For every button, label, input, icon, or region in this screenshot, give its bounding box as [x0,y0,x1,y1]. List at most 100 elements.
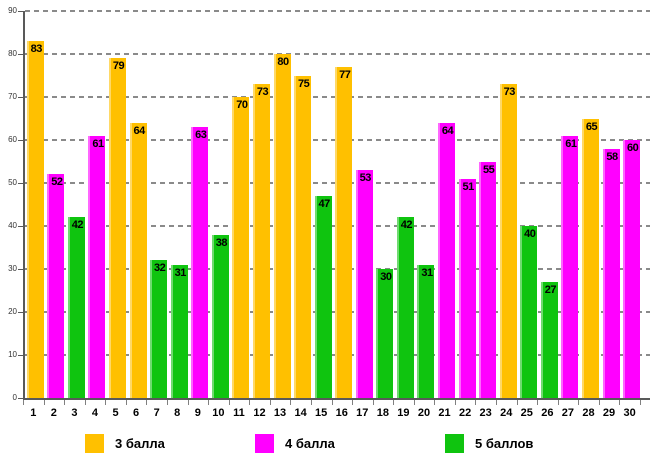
x-axis-label: 25 [520,407,533,419]
legend-item-1: 3 балла [85,433,165,453]
y-tickmark [18,397,25,399]
legend-item-2: 4 балла [255,433,335,453]
x-tickmark [557,400,559,405]
legend-swatch [445,433,464,453]
bar-value-label: 73 [256,86,269,99]
bar-slot-8: 31 [169,11,190,398]
plot-area: 83 52 42 61 79 64 32 31 63 38 70 73 80 75 47 77 53 30 42 31… [18,10,650,400]
x-axis-tickmarks [23,400,641,405]
bar-value-label: 42 [71,219,84,232]
x-axis-label: 3 [71,407,78,419]
bar-16: 77 [335,66,353,398]
legend: 3 балла 4 балла 5 баллов [0,433,650,457]
y-tickmark [18,53,25,55]
bar-slot-2: 52 [46,11,67,398]
y-axis-label: 30 [8,264,17,274]
bar-value-label: 53 [359,172,372,185]
bar-23: 55 [479,161,497,398]
legend-label: 3 балла [115,435,165,451]
bar-17: 53 [355,170,373,398]
x-tickmark [105,400,107,405]
x-tickmark [64,400,66,405]
bar-value-label: 58 [606,150,618,163]
bar-27: 61 [561,135,579,398]
x-tickmark [208,400,210,405]
x-axis-label: 23 [479,407,492,419]
bar-value-label: 83 [30,43,43,56]
bar-slot-18: 30 [375,11,396,398]
bar-10: 38 [211,234,229,398]
x-axis-label: 21 [438,407,451,419]
bar-slot-22: 51 [457,11,478,398]
x-tickmark [537,400,539,405]
legend-swatch [85,433,104,453]
y-axis-label: 50 [8,178,17,187]
bar-value-label: 51 [462,180,474,193]
y-tickmark [18,311,25,313]
y-axis-label: 90 [8,6,17,15]
y-tickmark [18,225,25,227]
bar-slot-25: 40 [519,11,540,398]
bar-11: 70 [232,97,250,398]
bar-slot-3: 42 [66,11,87,398]
bar-30: 60 [623,140,641,398]
x-tickmark [640,400,641,405]
x-axis-tick-labels: 1 2 3 4 5 6 7 8 9 10 11 12 13 14 15 16 17 18 19 20 21 22 23 24 2… [23,407,640,419]
x-tickmark [578,400,580,405]
x-tickmark [454,400,456,405]
bar-slot-13: 80 [272,11,293,398]
bar-5: 79 [109,58,127,398]
bar-21: 64 [438,122,456,398]
bar-slot-24: 73 [498,11,519,398]
bar-value-label: 61 [565,137,577,150]
x-axis-label: 22 [458,407,472,419]
x-tickmark [146,400,148,405]
x-tickmark [516,400,518,405]
y-axis-label: 0 [12,393,17,402]
bar-2: 52 [47,174,65,398]
bar-value-label: 30 [380,271,392,284]
y-tickmark [18,10,25,12]
x-axis-label: 7 [153,407,160,419]
bar-slot-20: 31 [416,11,437,398]
x-axis-label: 6 [133,407,140,419]
x-axis-label: 16 [335,407,348,419]
y-tickmark [18,96,25,98]
bar-13: 80 [273,54,291,398]
bar-slot-23: 55 [477,11,498,398]
bar-slot-6: 64 [128,11,149,398]
x-axis-label: 30 [623,407,636,419]
x-tickmark [434,400,436,405]
bar-slot-17: 53 [354,11,375,398]
y-axis-label: 40 [8,221,17,231]
x-tickmark [125,400,127,405]
y-axis-label: 20 [8,307,17,317]
bars-row: 83 52 42 61 79 64 32 31 63 38 70 73 80 75 47 77 53 30 42 31… [25,11,642,398]
x-axis-label: 27 [561,407,575,419]
x-tickmark [598,400,600,405]
x-tickmark [475,400,477,405]
bar-value-label: 80 [277,56,289,68]
x-axis-label: 2 [50,407,57,419]
x-axis-label: 29 [602,407,616,419]
x-tickmark [331,400,333,405]
bar-value-label: 55 [483,163,495,176]
y-axis-label: 10 [8,350,17,360]
bar-slot-26: 27 [539,11,560,398]
bar-value-label: 63 [195,129,207,142]
bar-12: 73 [252,84,270,398]
x-axis-label: 12 [253,407,266,419]
bar-slot-10: 38 [210,11,231,398]
bar-value-label: 31 [174,266,187,279]
bar-value-label: 75 [297,77,310,90]
bar-4: 61 [88,135,106,398]
bar-slot-5: 79 [107,11,128,398]
x-tickmark [413,400,415,405]
x-axis-label: 5 [112,407,119,419]
bar-slot-1: 83 [25,11,46,398]
y-tickmark [18,139,25,141]
bar-slot-28: 65 [580,11,601,398]
x-tickmark [249,400,251,405]
bar-22: 51 [458,178,476,398]
